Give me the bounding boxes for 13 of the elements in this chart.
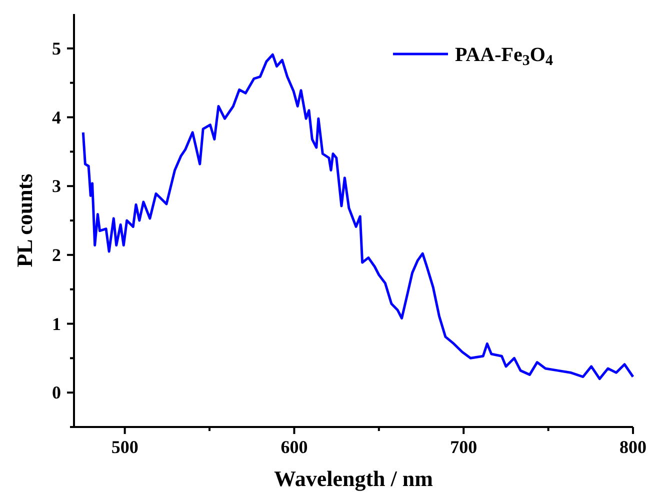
- x-tick-label: 700: [450, 437, 478, 457]
- y-tick-label: 4: [52, 107, 61, 128]
- y-tick-label: 0: [52, 382, 61, 403]
- x-axis-title: Wavelength / nm: [274, 466, 433, 491]
- x-tick-label: 600: [280, 437, 308, 457]
- y-tick-label: 5: [52, 38, 61, 58]
- y-tick-label: 1: [52, 314, 61, 334]
- y-tick-label: 3: [52, 176, 61, 196]
- y-tick-label: 2: [52, 244, 61, 265]
- x-tick-label: 500: [111, 437, 138, 457]
- legend-label: PAA-Fe$_{3}$O$_{4}$: [455, 44, 554, 69]
- y-axis-title: PL counts: [12, 173, 37, 268]
- x-tick-label: 800: [620, 437, 646, 457]
